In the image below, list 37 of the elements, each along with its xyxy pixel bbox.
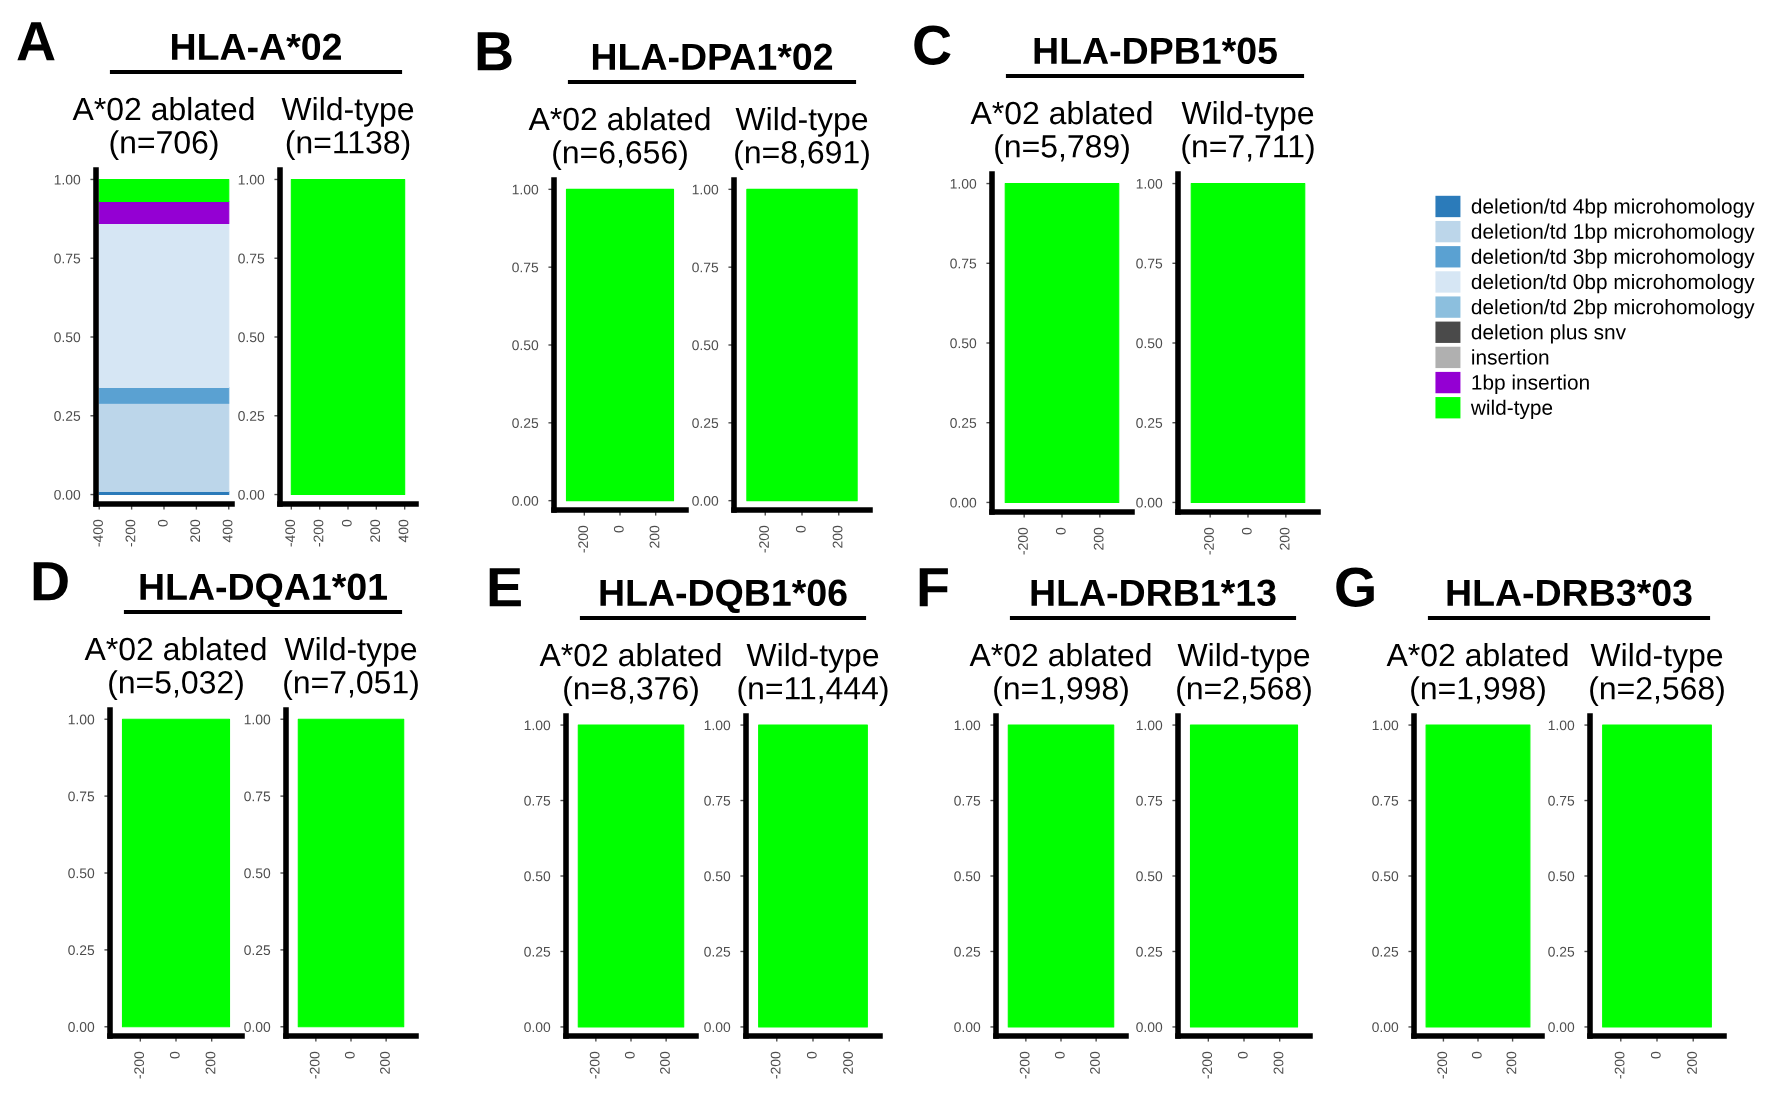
legend-label: deletion/td 0bp microhomology bbox=[1471, 273, 1755, 294]
chart-title: HLA-DPA1*02 bbox=[592, 43, 833, 71]
chart-subtitle: A*02 ablated (n=5,789) bbox=[970, 100, 1152, 164]
legend-label: deletion/td 3bp microhomology bbox=[1471, 248, 1755, 269]
chart-subtitle: Wild-type (n=11,444) bbox=[738, 642, 888, 706]
chart-subtitle: A*02 ablated (n=1,998) bbox=[969, 642, 1151, 706]
chart-subtitle: Wild-type (n=7,711) bbox=[1181, 100, 1314, 164]
chart-title: HLA-DQA1*01 bbox=[140, 573, 387, 608]
legend-label: deletion/td 4bp microhomology bbox=[1471, 198, 1755, 218]
legend-label: 1bp insertion bbox=[1472, 374, 1589, 394]
chart-subtitle: A*02 ablated (n=706) bbox=[72, 96, 254, 160]
chart-title: HLA-DQB1*06 bbox=[600, 579, 847, 614]
chart-subtitle: Wild-type (n=2,568) bbox=[1177, 642, 1311, 706]
legend-label: insertion bbox=[1472, 349, 1549, 365]
text: G bbox=[1336, 567, 1374, 607]
chart-subtitle: A*02 ablated (n=1,998) bbox=[1386, 642, 1568, 706]
legend-label: deletion/td 1bp microhomology bbox=[1471, 223, 1755, 243]
chart-subtitle: A*02 ablated (n=6,656) bbox=[528, 106, 710, 170]
text: D bbox=[33, 562, 68, 601]
text: C bbox=[914, 25, 951, 65]
chart-title: HLA-A*02 bbox=[172, 33, 341, 61]
legend-label: deletion/td 2bp microhomology bbox=[1471, 299, 1755, 319]
chart-title: HLA-DRB1*13 bbox=[1031, 579, 1276, 607]
chart-subtitle: A*02 ablated (n=5,032) bbox=[84, 636, 266, 700]
chart-subtitle: A*02 ablated (n=8,376) bbox=[539, 642, 721, 706]
chart-title: HLA-DPB1*05 bbox=[1034, 37, 1277, 65]
chart-title: HLA-DRB3*03 bbox=[1447, 579, 1692, 607]
text: B bbox=[477, 32, 512, 71]
chart-subtitle: Wild-type (n=8,691) bbox=[735, 106, 869, 170]
chart-subtitle: Wild-type (n=2,568) bbox=[1590, 642, 1724, 706]
text: A bbox=[17, 22, 55, 61]
legend-label: wild-type bbox=[1470, 399, 1553, 420]
chart-subtitle: Wild-type (n=1138) bbox=[281, 96, 414, 160]
text: E bbox=[489, 568, 521, 607]
chart-subtitle: Wild-type (n=7,051) bbox=[284, 636, 418, 700]
legend-label: deletion plus snv bbox=[1471, 324, 1626, 344]
text: F bbox=[919, 568, 948, 607]
